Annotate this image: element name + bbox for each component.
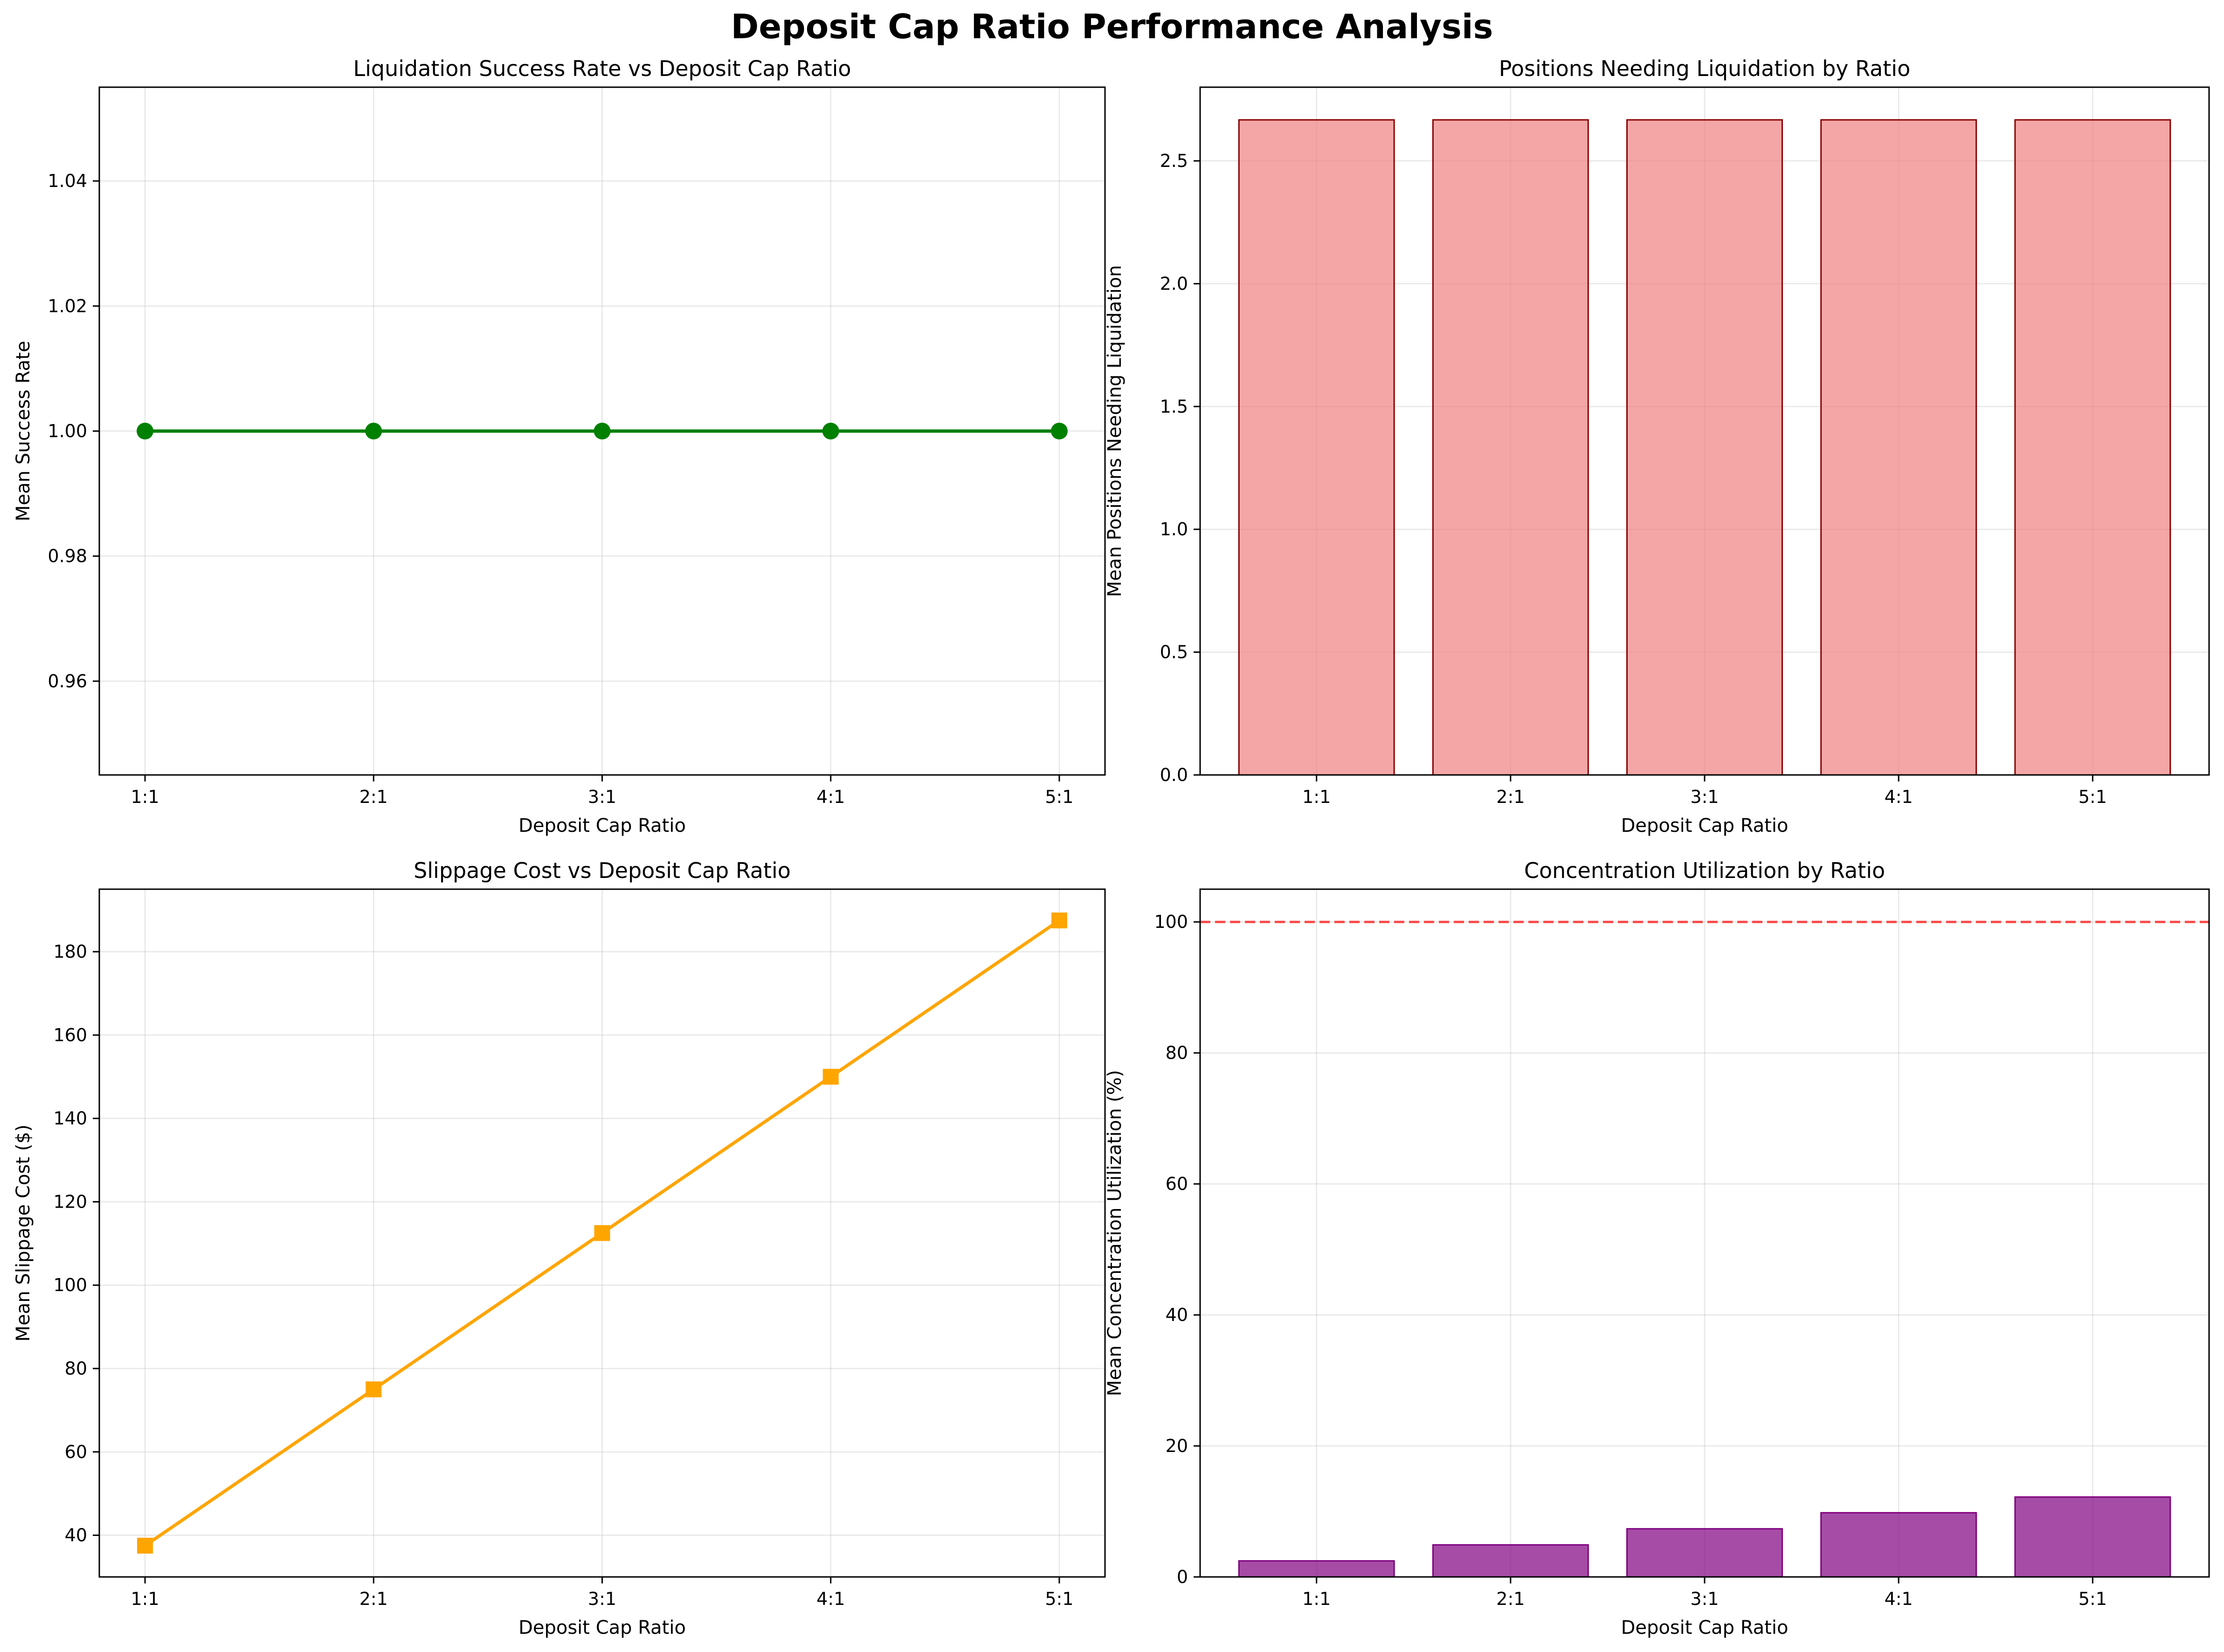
bar [1432, 1544, 1589, 1578]
y-axis-label: Mean Concentration Utilization (%) [1104, 1070, 1126, 1396]
y-tick-label: 2.5 [1160, 151, 1188, 171]
x-axis-label: Deposit Cap Ratio [518, 1617, 686, 1638]
data-point [137, 1537, 153, 1554]
y-tick-label: 80 [65, 1358, 87, 1379]
y-tick-label: 180 [53, 941, 87, 962]
positions-bar-chart: 0.0 0.5 1.0 1.5 2.0 2.5 1:1 2:1 3:1 4:1 5:1 Positio… [1104, 56, 2210, 836]
y-tick-label: 40 [65, 1525, 87, 1546]
y-tick-label: 1.02 [48, 296, 87, 316]
y-axis-label: Mean Positions Needing Liquidation [1104, 265, 1126, 597]
data-point [822, 1069, 839, 1085]
x-tick-label: 3:1 [1690, 1589, 1719, 1609]
x-axis-label: Deposit Cap Ratio [1621, 1617, 1789, 1638]
x-tick-label: 5:1 [2079, 787, 2107, 807]
x-tick-label: 1:1 [1302, 1589, 1331, 1609]
y-tick-label: 120 [53, 1191, 87, 1212]
x-tick-label: 4:1 [816, 787, 845, 807]
y-tick-label: 60 [1166, 1174, 1188, 1194]
y-tick-label: 160 [53, 1025, 87, 1045]
data-point [822, 422, 839, 440]
y-tick-label: 1.00 [48, 421, 87, 442]
y-tick-label: 140 [53, 1108, 87, 1129]
y-tick-label: 0.98 [48, 546, 87, 567]
x-axis-label: Deposit Cap Ratio [518, 815, 686, 836]
bar [2014, 119, 2171, 776]
bar [1626, 1528, 1783, 1578]
y-tick-label: 20 [1166, 1436, 1188, 1456]
data-point [594, 1225, 610, 1241]
x-tick-label: 4:1 [1885, 1589, 1913, 1609]
x-axis-label: Deposit Cap Ratio [1621, 815, 1789, 836]
chart-title: Concentration Utilization by Ratio [1524, 858, 1885, 883]
x-tick-label: 4:1 [816, 1589, 845, 1609]
chart-title: Positions Needing Liquidation by Ratio [1499, 56, 1910, 81]
bar [2014, 1496, 2171, 1578]
y-tick-label: 60 [65, 1442, 87, 1462]
y-tick-label: 1.04 [48, 171, 87, 191]
y-tick-label: 0.5 [1160, 642, 1188, 663]
concentration-bar-chart: 0 20 40 60 80 100 1:1 2:1 3:1 4:1 5:1 Concentration… [1104, 858, 2210, 1638]
chart-title: Liquidation Success Rate vs Deposit Cap … [353, 56, 851, 81]
y-tick-label: 0.0 [1160, 765, 1188, 785]
slippage-cost-line-chart: 40 60 80 100 120 140 160 180 1:1 2:1 3:1 4:1 5:1 Slip… [13, 858, 1106, 1638]
data-point [366, 1381, 382, 1397]
y-tick-label: 1.5 [1160, 396, 1188, 417]
x-tick-label: 1:1 [131, 787, 159, 807]
x-tick-label: 3:1 [1690, 787, 1719, 807]
y-tick-label: 100 [1154, 912, 1188, 932]
x-tick-label: 2:1 [359, 1589, 388, 1609]
y-tick-label: 100 [53, 1275, 87, 1295]
data-point [137, 422, 154, 440]
y-axis-label: Mean Success Rate [13, 341, 34, 521]
bar [1626, 119, 1783, 776]
x-tick-label: 2:1 [1496, 787, 1525, 807]
bar [1238, 119, 1395, 776]
y-tick-label: 2.0 [1160, 273, 1188, 294]
bar [1238, 1560, 1395, 1578]
y-tick-label: 0.96 [48, 671, 87, 691]
x-tick-label: 1:1 [1302, 787, 1331, 807]
x-tick-label: 3:1 [588, 787, 616, 807]
x-tick-label: 5:1 [2079, 1589, 2107, 1609]
bar [1432, 119, 1589, 776]
bar [1820, 119, 1977, 776]
success-rate-line-chart: 0.96 0.98 1.00 1.02 1.04 1:1 2:1 3:1 4:1 5:1 Liqui… [13, 56, 1106, 836]
data-point [594, 422, 611, 440]
y-tick-label: 1.0 [1160, 519, 1188, 539]
chart-title: Slippage Cost vs Deposit Cap Ratio [414, 858, 791, 883]
x-tick-label: 5:1 [1045, 1589, 1073, 1609]
x-tick-label: 5:1 [1045, 787, 1073, 807]
data-point [1051, 912, 1067, 929]
data-point [1050, 422, 1068, 440]
data-point [365, 422, 382, 440]
figure-title: Deposit Cap Ratio Performance Analysis [731, 7, 1493, 46]
x-tick-label: 3:1 [588, 1589, 616, 1609]
y-axis-label: Mean Slippage Cost ($) [13, 1125, 34, 1342]
x-tick-label: 2:1 [1496, 1589, 1525, 1609]
y-tick-label: 80 [1166, 1043, 1188, 1063]
y-tick-label: 0 [1177, 1567, 1188, 1587]
x-tick-label: 1:1 [131, 1589, 159, 1609]
y-tick-label: 40 [1166, 1305, 1188, 1325]
x-tick-label: 4:1 [1885, 787, 1913, 807]
x-tick-label: 2:1 [359, 787, 388, 807]
bar [1820, 1512, 1977, 1578]
